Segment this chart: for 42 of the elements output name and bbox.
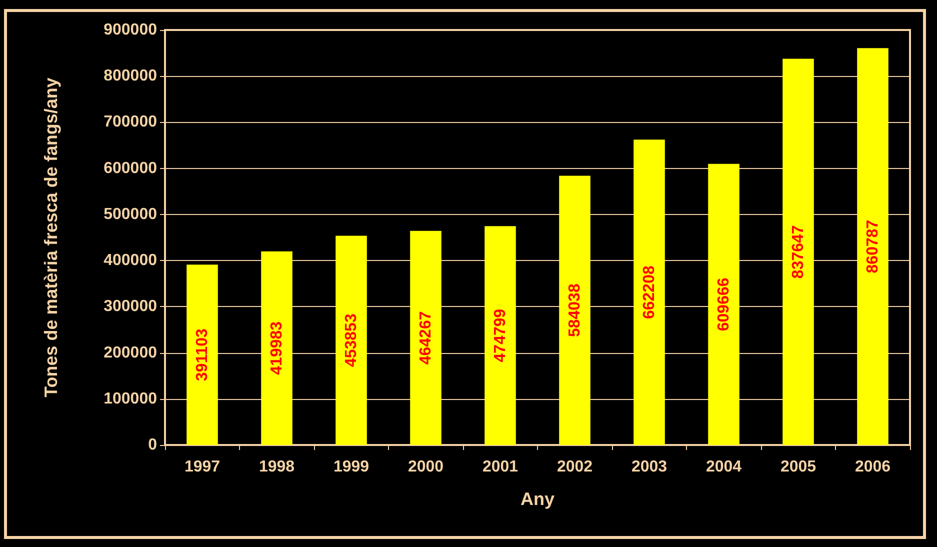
x-tick-label: 1997: [184, 458, 220, 476]
data-label: 464267: [417, 311, 434, 365]
data-label: 391103: [194, 328, 211, 382]
x-tick-label: 2000: [408, 458, 444, 476]
x-axis-title: Any: [520, 489, 555, 509]
x-tick-label: 2003: [631, 458, 668, 476]
data-label: 860787: [864, 220, 882, 274]
data-label: 419983: [268, 321, 286, 375]
bar: [634, 140, 665, 445]
x-tick-label: 2002: [556, 458, 593, 476]
y-tick-label: 300000: [104, 298, 158, 316]
y-tick-label: 700000: [104, 114, 158, 131]
data-label: 662208: [640, 266, 658, 320]
y-tick-label: 100000: [104, 390, 158, 408]
y-tick-label: 900000: [104, 22, 158, 38]
data-label: 609666: [715, 278, 732, 332]
x-tick-label: 1998: [258, 458, 295, 476]
bar: [857, 48, 888, 445]
x-tick-label: 2006: [854, 458, 891, 476]
y-tick-label: 600000: [104, 160, 158, 177]
y-tick-label: 500000: [104, 206, 158, 223]
y-tick-label: 400000: [104, 252, 158, 270]
x-tick-label: 1999: [333, 458, 370, 476]
y-tick-label: 0: [148, 436, 158, 454]
bar: [261, 251, 292, 445]
bar: [186, 264, 218, 445]
data-label: 837647: [790, 225, 807, 279]
bar: [559, 176, 590, 445]
y-tick-label: 200000: [104, 344, 158, 362]
data-label: 453853: [342, 314, 360, 368]
bar: [336, 236, 367, 445]
bar: [782, 58, 814, 445]
y-axis-title: Tones de matèria fresca de fangs/any: [41, 78, 61, 398]
data-label: 474799: [492, 308, 509, 362]
x-tick-label: 2001: [482, 458, 518, 476]
bar: [410, 230, 442, 445]
bar: [708, 164, 740, 445]
y-tick-label: 800000: [104, 68, 158, 85]
x-tick-label: 2004: [706, 458, 742, 476]
data-label: 584038: [566, 284, 584, 338]
x-tick-label: 2005: [780, 458, 816, 476]
bar: [484, 226, 516, 445]
